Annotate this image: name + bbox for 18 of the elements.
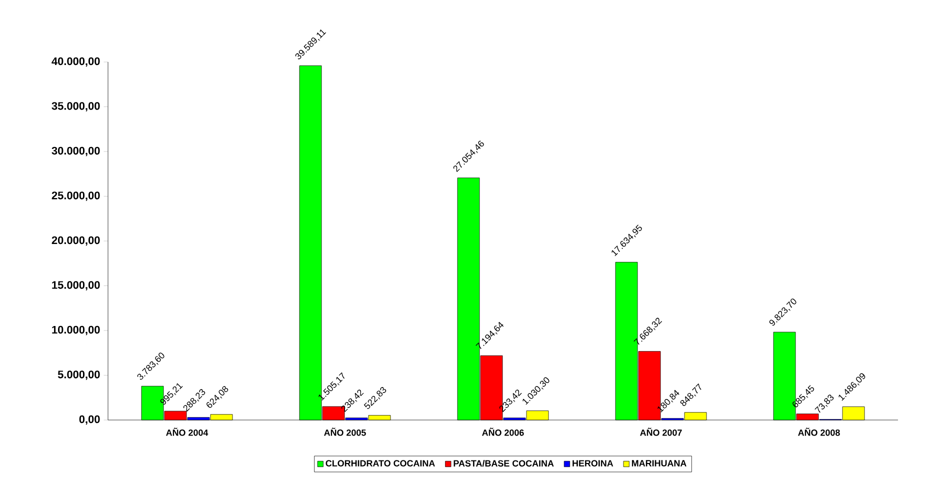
- y-tick-label: 0,00: [79, 415, 100, 425]
- x-tick-label: AÑO 2004: [166, 428, 208, 436]
- legend-label: HEROINA: [572, 460, 614, 466]
- x-tick-label: AÑO 2008: [798, 428, 840, 436]
- y-tick-label: 5.000,00: [58, 370, 100, 380]
- legend-label: PASTA/BASE COCAINA: [454, 460, 554, 467]
- legend-label: CLORHIDRATO COCAINA: [326, 460, 435, 466]
- y-tick-label: 20.000,00: [52, 236, 100, 246]
- x-tick-label: AÑO 2007: [640, 428, 682, 436]
- legend-label: MARIHUANA: [632, 460, 686, 466]
- y-tick-label: 40.000,00: [52, 57, 100, 67]
- y-tick-label: 35.000,00: [52, 102, 100, 112]
- y-tick-label: 25.000,00: [52, 192, 100, 201]
- x-tick-label: AÑO 2006: [482, 428, 524, 436]
- y-tick-label: 15.000,00: [52, 281, 100, 290]
- x-tick-label: AÑO 2005: [324, 428, 366, 436]
- y-tick-label: 10.000,00: [52, 326, 100, 336]
- y-tick-label: 30.000,00: [52, 146, 100, 156]
